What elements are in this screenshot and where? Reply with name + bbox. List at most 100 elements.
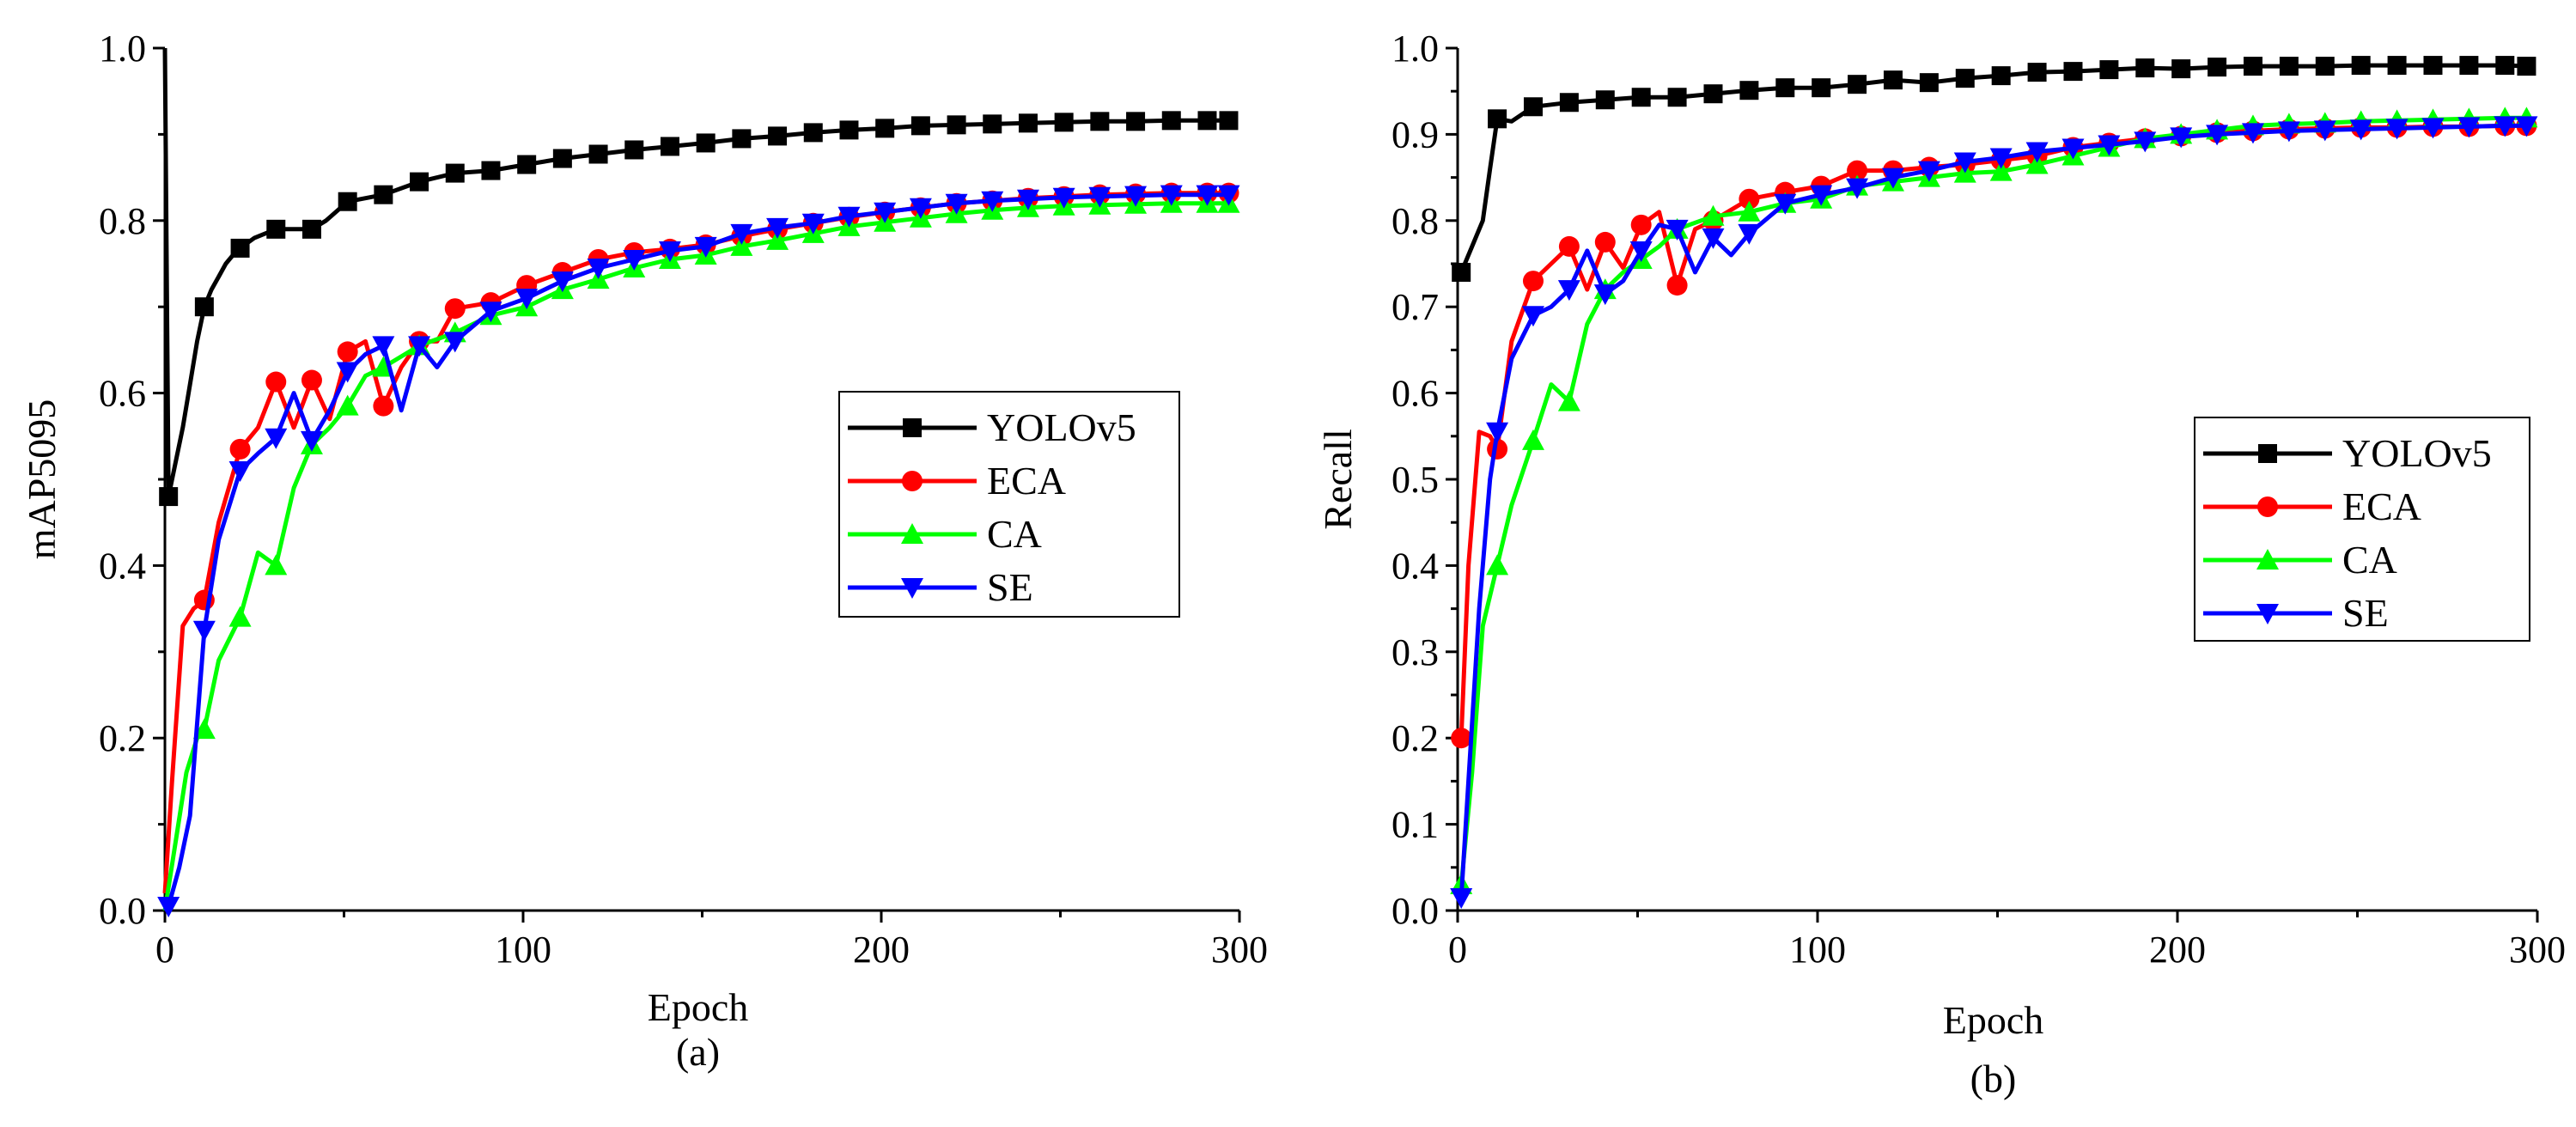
y-tick-label: 0.6 (1392, 373, 1439, 415)
data-point-eca (265, 371, 287, 393)
data-point-se (372, 336, 395, 357)
data-point-se (228, 460, 252, 482)
y-axis-title: mAP5095 (20, 399, 64, 560)
data-point-yolov5 (2135, 58, 2155, 78)
data-point-yolov5 (1595, 90, 1615, 110)
y-tick-label: 0.7 (1392, 286, 1439, 328)
y-tick-label: 0.4 (99, 545, 146, 587)
data-point-se (2098, 135, 2121, 156)
data-point-yolov5 (983, 114, 1002, 134)
x-tick-label: 300 (1211, 929, 1268, 971)
x-axis-title: Epoch (1943, 998, 2044, 1042)
x-tick-label: 100 (495, 929, 551, 971)
data-point-se (1593, 284, 1617, 306)
y-tick-label: 0.9 (1392, 113, 1439, 155)
data-point-yolov5 (2387, 56, 2407, 76)
data-point-se (2206, 125, 2229, 146)
data-point-se (2277, 121, 2300, 143)
data-point-ca (1702, 204, 1725, 226)
y-axis-title: Recall (1316, 429, 1360, 530)
data-point-se (2241, 123, 2264, 144)
data-point-se (443, 332, 466, 353)
data-point-se (2349, 119, 2372, 141)
data-point-se (945, 193, 968, 215)
data-point-yolov5 (338, 192, 357, 211)
data-point-yolov5 (1812, 78, 1831, 98)
data-point-yolov5 (2063, 62, 2083, 82)
legend-label: CA (2342, 538, 2397, 582)
data-point-eca (1630, 214, 1652, 235)
legend-item-yolov5: YOLOv5 (848, 405, 1136, 449)
x-tick-label: 0 (155, 929, 174, 971)
data-point-yolov5 (2351, 56, 2371, 76)
data-point-yolov5 (552, 149, 572, 168)
data-point-ca (1989, 160, 2013, 181)
data-point-yolov5 (947, 115, 966, 135)
y-tick-label: 0.2 (1392, 717, 1439, 759)
data-point-eca (337, 341, 358, 362)
data-point-se (1052, 187, 1075, 209)
legend: YOLOv5 ECA CA SE (2194, 417, 2530, 642)
data-point-yolov5 (1991, 66, 2011, 86)
data-point-se (2134, 131, 2157, 153)
data-point-yolov5 (2208, 58, 2227, 77)
panel-caption: (a) (676, 1030, 720, 1074)
data-point-yolov5 (1631, 88, 1651, 107)
y-tick-label: 0.1 (1392, 804, 1439, 846)
data-point-se (515, 289, 539, 310)
data-point-yolov5 (1161, 111, 1181, 131)
data-point-eca (1451, 728, 1472, 749)
data-point-eca (1847, 160, 1868, 181)
legend-swatch-marker (2258, 444, 2277, 463)
data-point-yolov5 (301, 219, 321, 239)
data-point-se (801, 213, 825, 235)
y-tick-label: 0.4 (1392, 545, 1439, 587)
legend-item-yolov5: YOLOv5 (2203, 431, 2492, 475)
data-point-se (1486, 422, 1509, 443)
data-point-se (551, 271, 574, 293)
data-point-se (479, 302, 502, 323)
legend-swatch-marker (2256, 604, 2279, 624)
legend-label: ECA (987, 459, 1066, 503)
data-point-yolov5 (1090, 112, 1110, 131)
data-point-yolov5 (159, 487, 179, 507)
data-point-se (157, 896, 180, 917)
data-point-se (1557, 280, 1580, 302)
data-point-yolov5 (624, 140, 644, 160)
data-point-ca (336, 394, 359, 416)
chart-panel-b: 0 100 200 300 0.0 0.1 0.2 0.3 0.4 0.5 0.6 0.7 0.8 0.9… (1316, 27, 2566, 1100)
data-point-yolov5 (696, 133, 716, 153)
legend: YOLOv5 ECA CA SE (838, 391, 1180, 618)
data-point-eca (1558, 235, 1580, 257)
data-point-se (1738, 223, 1761, 245)
data-point-se (2421, 118, 2445, 139)
data-point-ca (1738, 200, 1761, 222)
data-point-eca (444, 298, 466, 320)
data-point-se (1666, 219, 1689, 241)
data-point-yolov5 (1703, 84, 1723, 104)
data-point-yolov5 (1559, 93, 1579, 113)
data-point-yolov5 (1955, 69, 1975, 88)
data-point-se (623, 249, 646, 271)
data-point-se (1016, 189, 1039, 210)
y-tick-label: 0.5 (1392, 459, 1439, 501)
data-point-se (1917, 161, 1940, 182)
data-point-yolov5 (194, 297, 214, 317)
data-point-yolov5 (732, 129, 752, 149)
data-point-yolov5 (588, 144, 608, 164)
data-point-ca (1557, 390, 1580, 411)
data-point-yolov5 (1018, 113, 1038, 133)
data-point-se (1810, 185, 1833, 206)
data-point-se (2313, 120, 2336, 142)
data-point-se (2061, 138, 2085, 160)
data-point-yolov5 (1739, 81, 1759, 101)
y-tick-label: 0.8 (99, 200, 146, 242)
legend-item-ca: CA (2203, 538, 2397, 582)
y-tick-label: 0.6 (99, 373, 146, 415)
data-point-yolov5 (2517, 57, 2536, 76)
y-tick-label: 1.0 (99, 27, 146, 70)
data-point-yolov5 (445, 163, 465, 183)
data-point-se (1521, 306, 1544, 327)
data-point-yolov5 (1219, 111, 1239, 131)
